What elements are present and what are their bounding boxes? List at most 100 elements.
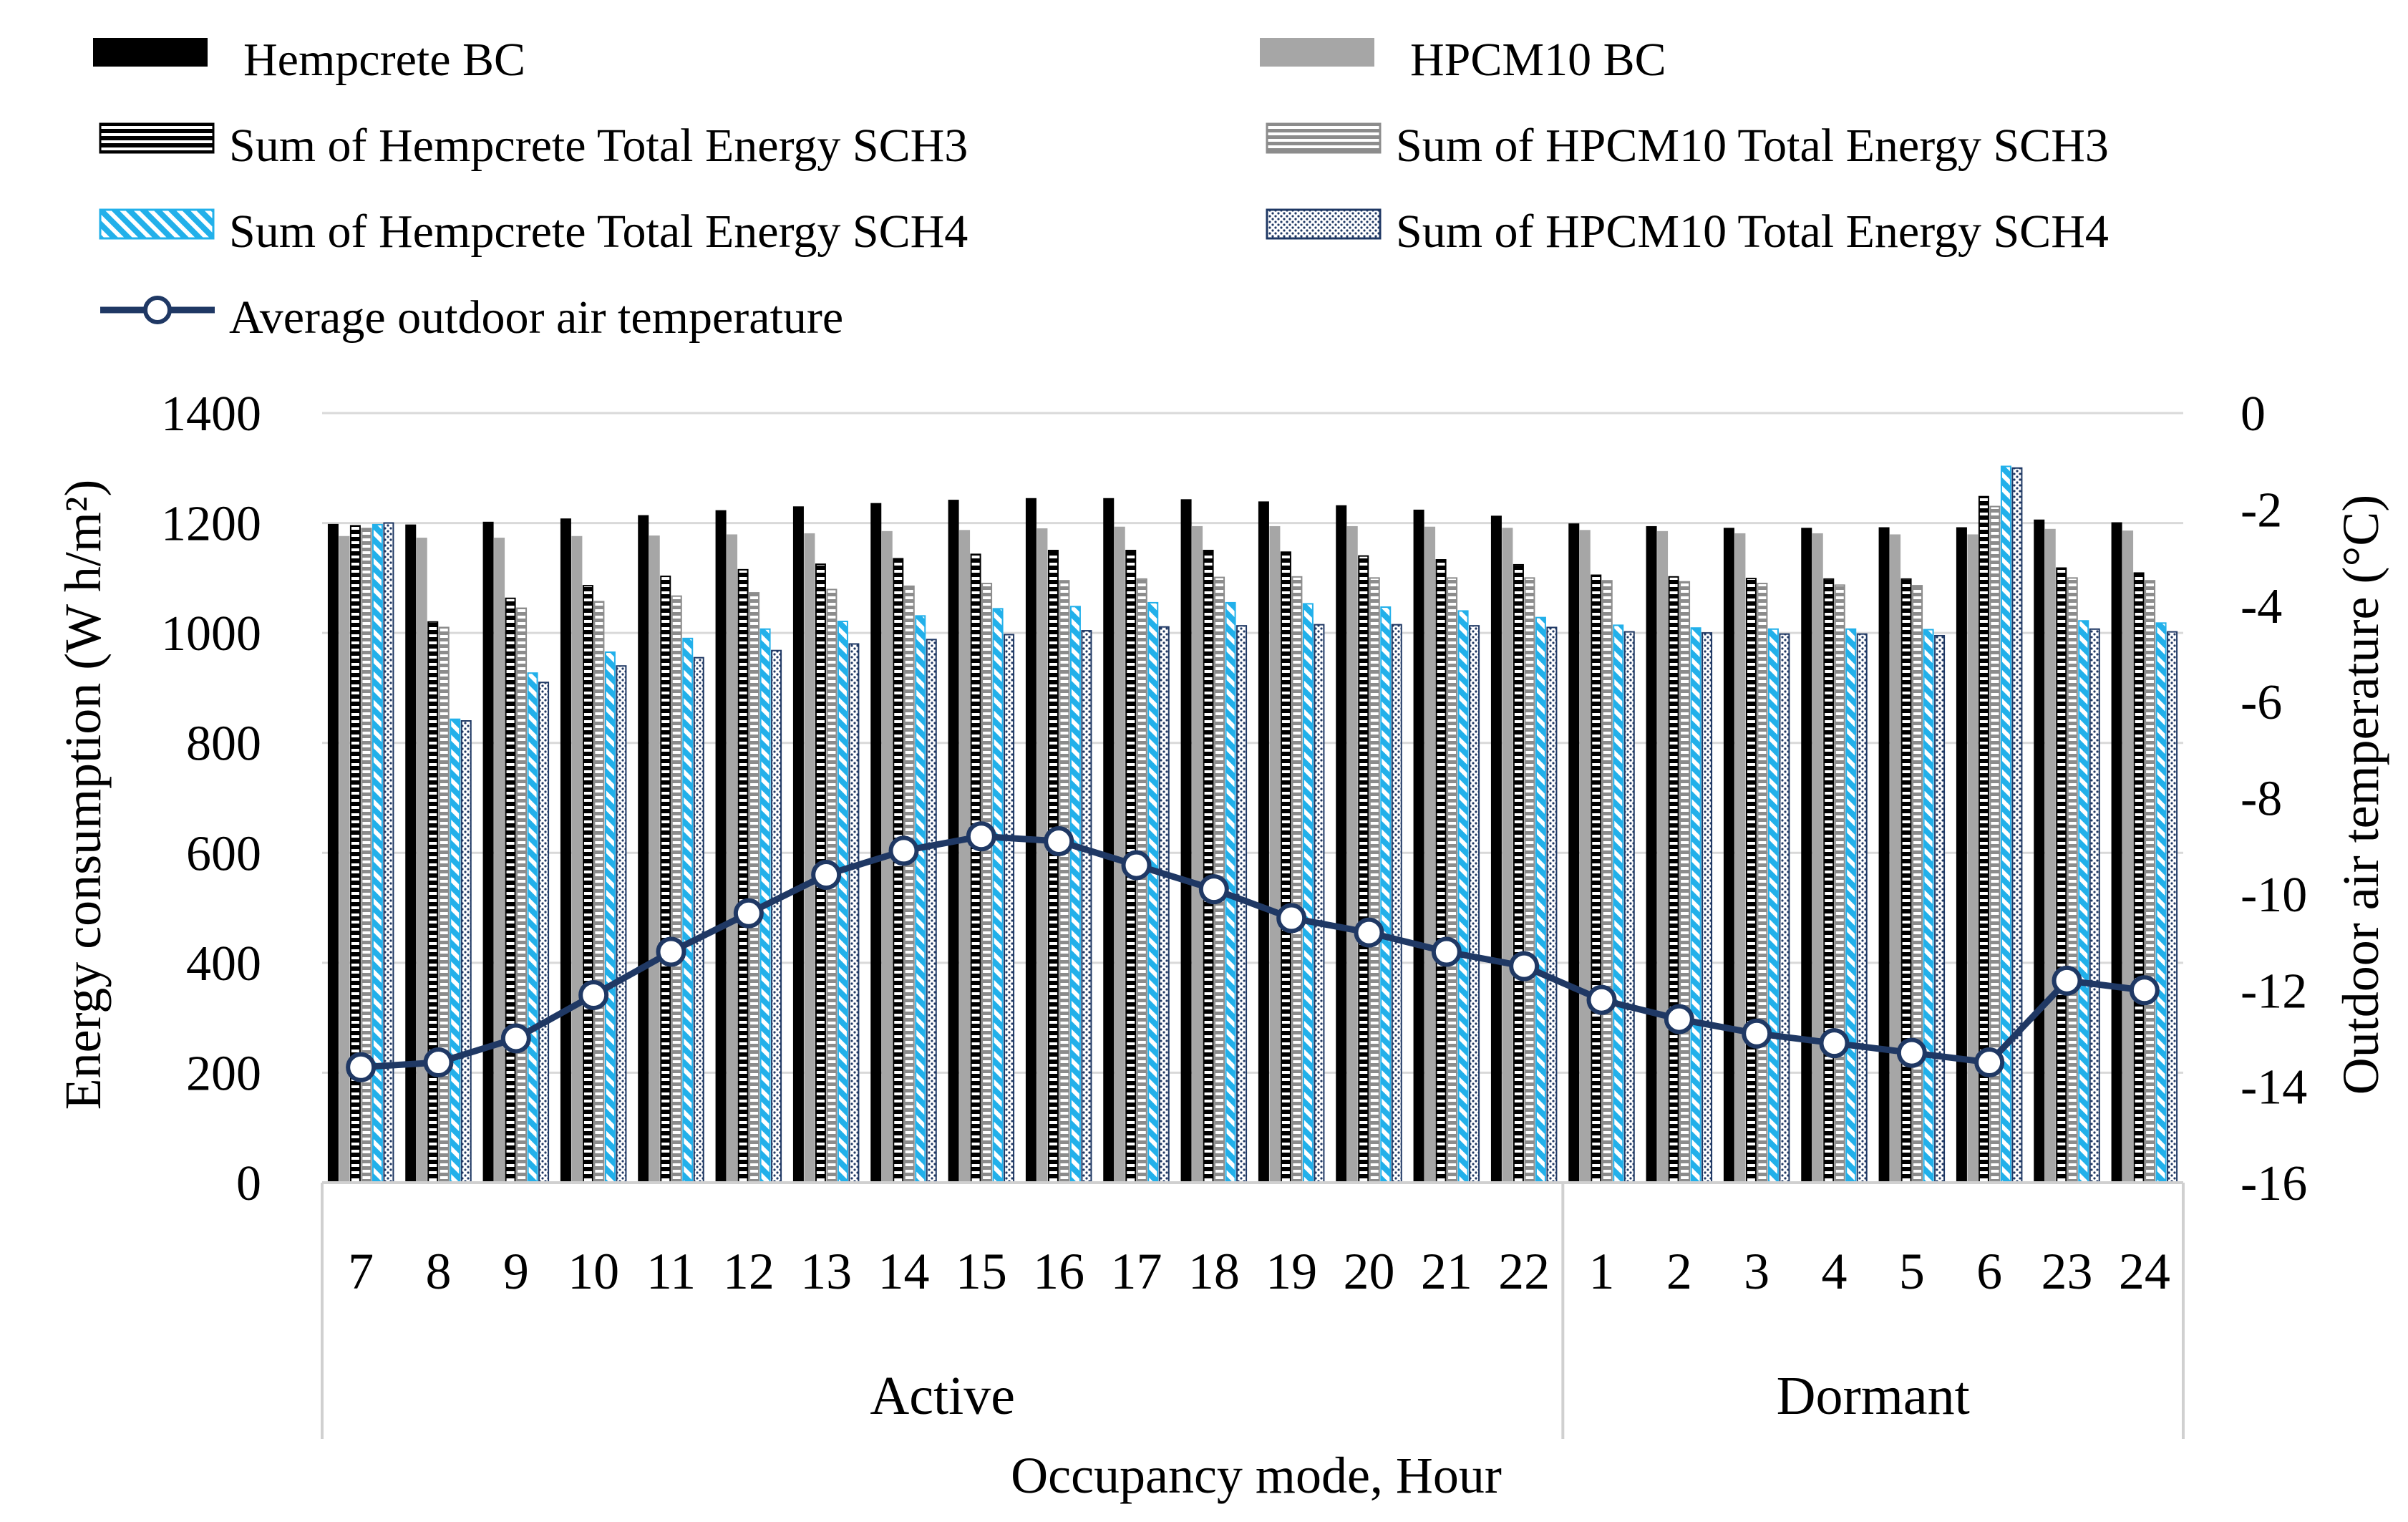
temperature-point	[578, 979, 609, 1010]
bar	[1081, 630, 1092, 1183]
bar	[349, 525, 361, 1183]
bar	[727, 534, 738, 1183]
y2-tick-label: -14	[2240, 1060, 2307, 1115]
bar	[638, 515, 649, 1183]
bar	[981, 583, 993, 1183]
bar	[560, 518, 571, 1183]
bar	[792, 506, 804, 1183]
y-axis-title: Energy consumption (W h/m²)	[54, 480, 112, 1110]
bar	[1203, 549, 1214, 1183]
bar	[1435, 559, 1447, 1183]
bar	[959, 530, 971, 1183]
temperature-point	[1198, 874, 1229, 905]
category-label: 6	[1976, 1243, 2002, 1300]
bar	[1424, 526, 1436, 1183]
bar	[1258, 501, 1269, 1183]
category-label: 16	[1033, 1243, 1084, 1300]
bar	[1923, 629, 1934, 1183]
y-tick-label: 600	[186, 826, 261, 881]
bar	[649, 535, 660, 1183]
bar	[1413, 509, 1424, 1183]
category-label: 3	[1744, 1243, 1769, 1300]
legend-label: Sum of Hempcrete Total Energy SCH3	[229, 120, 968, 172]
bar	[339, 535, 350, 1183]
bar	[2067, 577, 2078, 1183]
bar	[1059, 580, 1070, 1183]
category-label: 23	[2042, 1243, 2093, 1300]
legend-label: Sum of HPCM10 Total Energy SCH4	[1396, 205, 2109, 258]
bar	[1657, 530, 1669, 1183]
bar	[1036, 528, 1048, 1183]
bar	[2155, 622, 2167, 1183]
bar	[372, 523, 383, 1183]
bar	[715, 510, 727, 1183]
bar	[1314, 624, 1325, 1183]
bar	[2122, 530, 2134, 1183]
y-tick-label: 200	[186, 1046, 261, 1101]
bar	[571, 535, 583, 1183]
y2-tick-label: -16	[2240, 1156, 2307, 1211]
bar	[1302, 603, 1314, 1183]
bar	[1280, 551, 1291, 1183]
bar	[1956, 527, 1967, 1183]
bar	[2000, 465, 2011, 1183]
bar	[1535, 616, 1546, 1183]
y2-tick-label: -8	[2240, 772, 2282, 827]
bar	[1812, 533, 1823, 1183]
temperature-point	[423, 1047, 454, 1078]
temperature-point	[1664, 1004, 1694, 1034]
category-label: 5	[1899, 1243, 1925, 1300]
bar	[682, 637, 694, 1183]
bar	[1723, 528, 1734, 1183]
bar	[2078, 620, 2089, 1183]
bar	[482, 521, 494, 1183]
bar	[1369, 577, 1380, 1183]
bar	[527, 672, 538, 1183]
bar	[416, 538, 427, 1183]
temperature-point	[500, 1023, 531, 1054]
bar	[1934, 634, 1946, 1183]
bar	[1801, 528, 1812, 1183]
bar	[1967, 534, 1979, 1183]
temperature-point	[1819, 1028, 1850, 1059]
y2-tick-label: 0	[2240, 387, 2266, 442]
bar	[1890, 534, 1901, 1183]
bar	[1502, 528, 1513, 1183]
bar	[1380, 606, 1392, 1183]
bar	[1978, 495, 1989, 1183]
bar	[1591, 574, 1602, 1183]
bar	[749, 592, 760, 1183]
bar	[1269, 525, 1281, 1183]
legend-line-marker	[143, 296, 172, 324]
y2-tick-label: -6	[2240, 675, 2282, 730]
category-label: 24	[2119, 1243, 2170, 1300]
category-label: 14	[878, 1243, 930, 1300]
bar	[1180, 499, 1192, 1183]
bar	[1834, 584, 1845, 1183]
bar	[1900, 578, 1912, 1183]
bar	[1823, 578, 1835, 1183]
bar	[494, 538, 505, 1183]
bar	[460, 720, 472, 1183]
bar	[1236, 625, 1248, 1183]
bar	[1490, 515, 1502, 1183]
bar	[1679, 581, 1691, 1183]
category-label: 21	[1421, 1243, 1472, 1300]
bar	[870, 503, 882, 1183]
bar	[848, 643, 860, 1183]
temperature-point	[1586, 984, 1617, 1015]
bar	[1646, 525, 1657, 1183]
bar	[1447, 577, 1458, 1183]
bar	[970, 553, 981, 1183]
bar	[1147, 601, 1159, 1183]
legend-label: Sum of HPCM10 Total Energy SCH3	[1396, 120, 2109, 172]
bar	[915, 615, 926, 1183]
bar	[837, 621, 848, 1183]
y2-axis-ticks: 0 -2 -4 -6 -8 -10 -12 -14 -16	[2240, 387, 2307, 1211]
temperature-point	[811, 860, 842, 890]
temperature-point	[1121, 850, 1152, 881]
bar	[1336, 505, 1347, 1183]
category-label: 17	[1111, 1243, 1162, 1300]
y-tick-label: 1000	[161, 606, 261, 661]
